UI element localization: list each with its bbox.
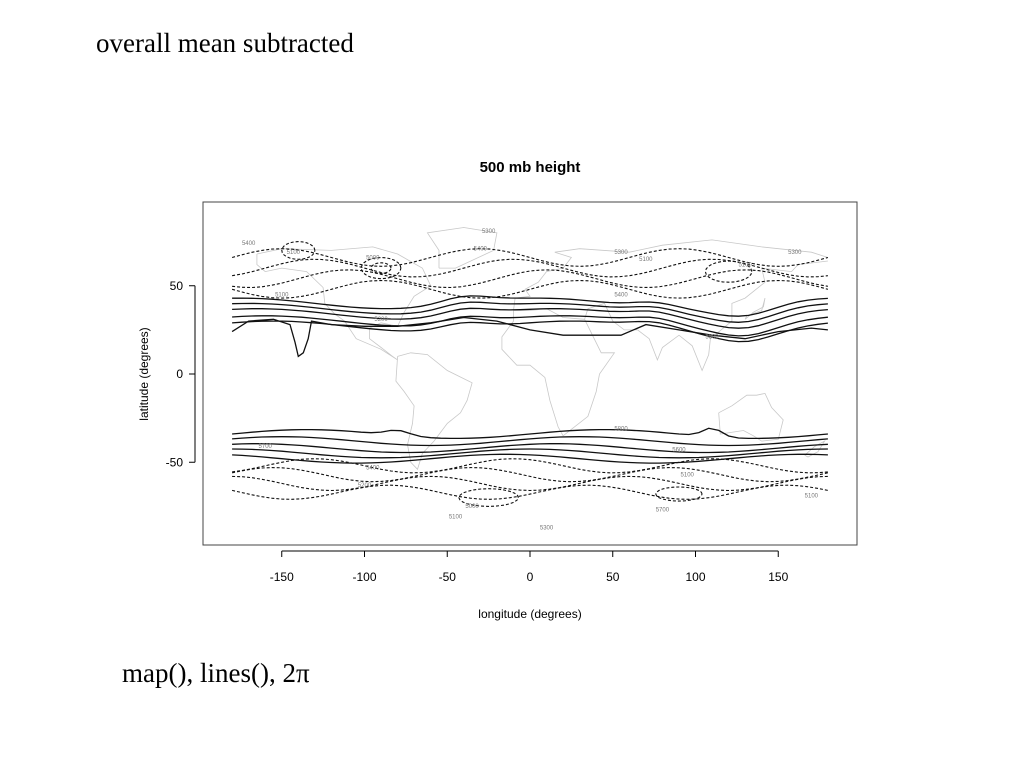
contour-label: 5100 [738, 262, 752, 268]
contour-south-3 [232, 443, 828, 454]
contour-label: 5100 [275, 292, 289, 298]
basemap-eurasia-north [513, 239, 829, 311]
contour-north-5 [232, 295, 828, 317]
slide-heading: overall mean subtracted [96, 28, 354, 58]
contour-label: 5300 [614, 250, 628, 256]
x-tick-label: -50 [439, 570, 457, 584]
contour-label: 5400 [474, 246, 488, 252]
contour-north-dashed-1 [231, 279, 829, 299]
contour-label: 5200 [358, 483, 372, 489]
contour-north-2 [232, 315, 828, 337]
x-tick-label: 100 [685, 570, 705, 584]
contour-label: 5100 [639, 257, 653, 263]
contour-north-dashed-4 [231, 248, 829, 267]
y-tick-label: -50 [166, 455, 184, 469]
contour-label: 5300 [788, 250, 802, 256]
x-tick-label: -150 [270, 570, 294, 584]
basemap-new-zealand [804, 440, 826, 458]
contour-label: 5600 [672, 448, 686, 454]
chart-title: 500 mb height [480, 159, 581, 176]
contour-label: 5400 [614, 292, 628, 298]
y-axis-label: latitude (degrees) [137, 327, 151, 420]
contour-label: 5100 [805, 494, 819, 500]
basemap-japan [744, 297, 766, 320]
contour-label: 5700 [259, 444, 273, 450]
contour-label: 5200 [374, 317, 388, 323]
y-tick-label: 50 [170, 279, 184, 293]
contour-north-trough [231, 316, 828, 358]
contour-north-dashed-2 [232, 269, 828, 289]
contour-label: 5300 [482, 229, 496, 235]
contour-low-alaska [281, 241, 316, 260]
contour-label: 5300 [540, 525, 554, 531]
basemap-south-america [395, 352, 473, 471]
contour-low-asia [704, 260, 753, 283]
plot-frame [202, 201, 858, 546]
x-tick-label: 0 [527, 570, 534, 584]
contour-label: 5100 [287, 250, 301, 256]
contour-label: 5100 [681, 472, 695, 478]
contour-label: 5000 [465, 504, 479, 510]
contour-label: 5400 [242, 241, 256, 247]
contour-south-dashed-4 [231, 484, 829, 500]
basemap-greenland [426, 227, 498, 269]
contour-south-dashed-3 [232, 475, 828, 492]
contour-south-dashed-1 [232, 458, 828, 474]
contour-south-2 [232, 436, 828, 447]
y-tick-label: 0 [176, 367, 183, 381]
x-axis-label: longitude (degrees) [478, 607, 581, 621]
slide-caption: map(), lines(), 2π [122, 658, 310, 688]
contour-low-north-america-inner [370, 262, 392, 274]
contour-label: 5800 [614, 426, 628, 432]
basemap-africa [501, 308, 616, 437]
contour-label: 5100 [449, 515, 463, 521]
contour-label: 5400 [366, 465, 380, 471]
x-tick-label: 50 [606, 570, 620, 584]
contour-label: 5700 [656, 508, 670, 514]
contour-north-3 [232, 307, 828, 329]
contour-north-4 [232, 301, 828, 323]
contour-south-5 [232, 453, 828, 464]
x-tick-label: 150 [768, 570, 788, 584]
contour-south-dashed-2 [231, 467, 829, 483]
contour-low-indian [655, 486, 703, 502]
contour-label: 5800 [705, 335, 719, 341]
contour-label: 5000 [366, 255, 380, 261]
basemap-australia [718, 392, 784, 442]
contour-south-4 [232, 448, 828, 459]
contour-south-1 [232, 427, 828, 440]
basemap-eurasia-south [584, 260, 828, 372]
contour-low-south-atlantic [458, 488, 519, 507]
basemap-north-america [256, 246, 432, 361]
x-tick-label: -100 [352, 570, 376, 584]
